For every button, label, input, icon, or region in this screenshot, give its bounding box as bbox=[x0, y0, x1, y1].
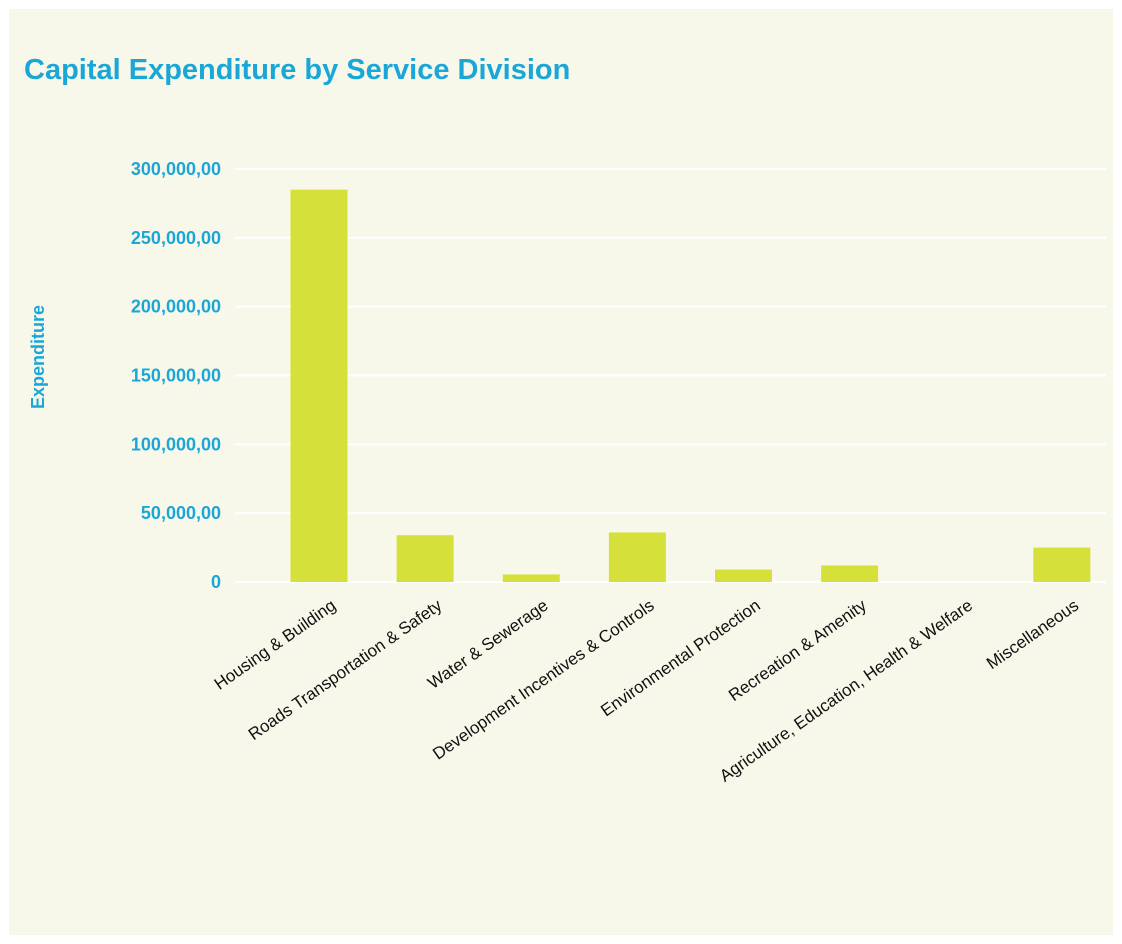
y-tick-label: 150,000,00 bbox=[131, 366, 221, 386]
bar bbox=[608, 532, 666, 582]
x-tick-label: Miscellaneous bbox=[983, 596, 1082, 673]
x-tick-label: Roads Transportation & Safety bbox=[245, 595, 446, 744]
x-tick-label: Development Incentives & Controls bbox=[429, 596, 657, 764]
bar bbox=[821, 565, 879, 582]
y-tick-label: 250,000,00 bbox=[131, 228, 221, 248]
bar bbox=[1033, 547, 1091, 582]
bar bbox=[502, 574, 560, 582]
y-tick-label: 200,000,00 bbox=[131, 297, 221, 317]
chart-title: Capital Expenditure by Service Division bbox=[24, 54, 571, 86]
y-axis-label: Expenditure bbox=[28, 305, 48, 409]
bar bbox=[715, 569, 772, 582]
y-tick-label: 300,000,00 bbox=[131, 159, 221, 179]
y-tick-label: 100,000,00 bbox=[131, 434, 221, 454]
y-axis-ticks: 0 50,000,00 100,000,00 150,000,00 200,000,00… bbox=[131, 159, 221, 592]
bar bbox=[290, 189, 348, 582]
bars bbox=[290, 189, 1091, 582]
y-tick-label: 50,000,00 bbox=[141, 503, 221, 523]
y-tick-label: 0 bbox=[211, 572, 221, 592]
bar bbox=[396, 535, 454, 582]
grid-lines bbox=[235, 168, 1106, 583]
chart-card bbox=[9, 9, 1113, 935]
